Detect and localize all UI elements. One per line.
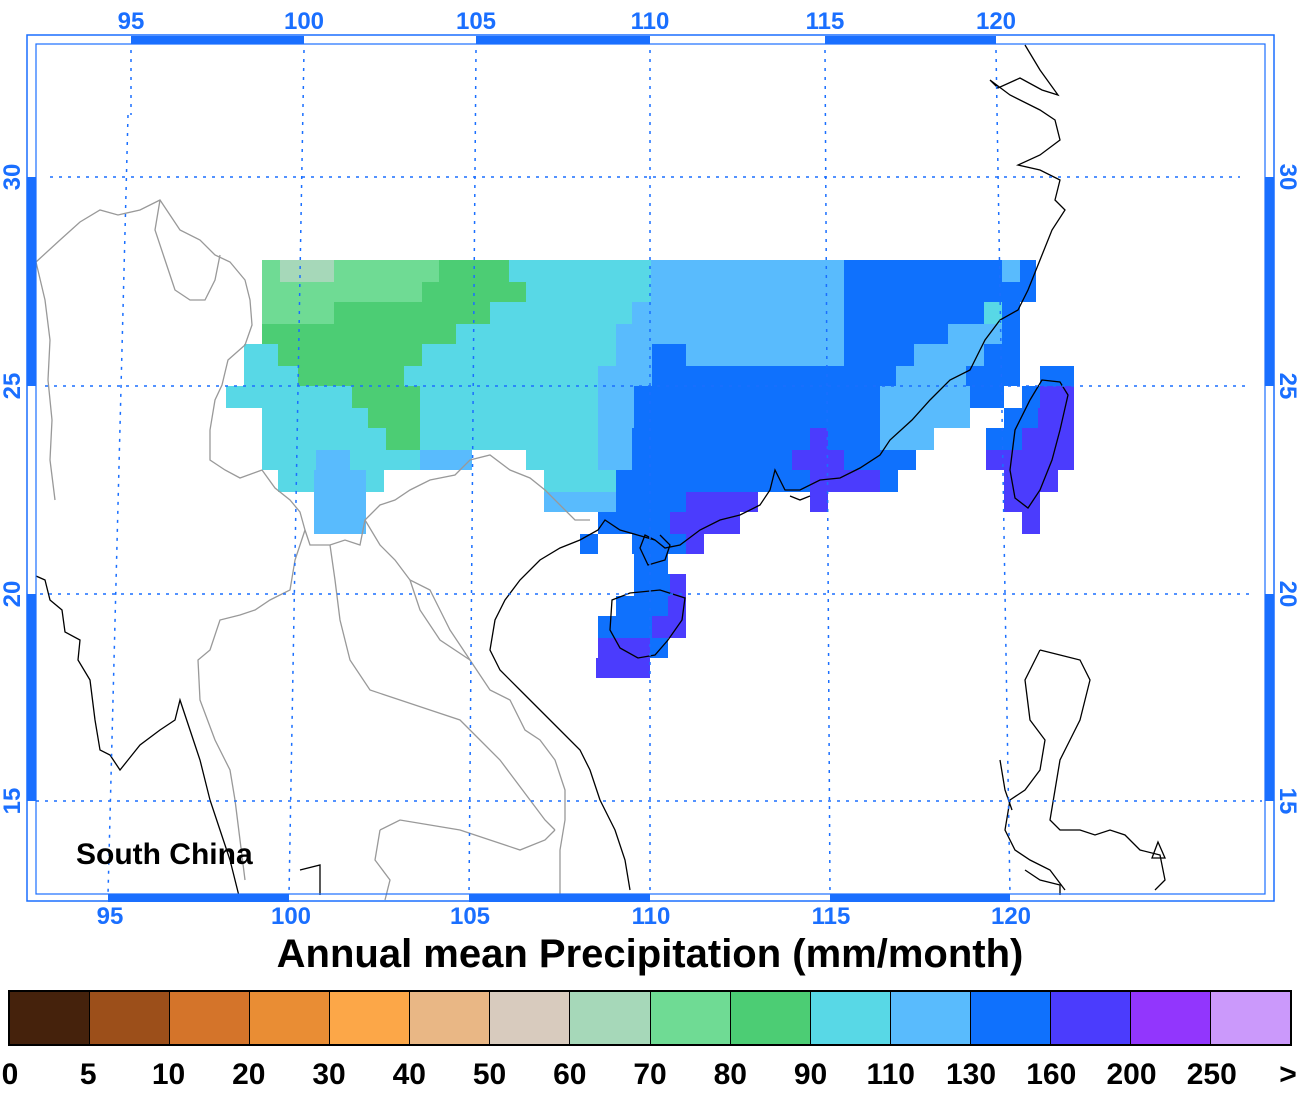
lon-tick-120-bottom: 120: [991, 903, 1031, 930]
lat-tick-20-right: 20: [1274, 581, 1300, 608]
lat-tick-15-left: 15: [0, 788, 26, 815]
colorbar-label: 0: [1, 1058, 19, 1091]
colorbar-swatch: [810, 992, 891, 1044]
colorbar-swatch: [1130, 992, 1211, 1044]
colorbar-label: 50: [472, 1058, 507, 1091]
map-frame: [26, 34, 1275, 902]
lon-tick-95-bottom: 95: [97, 903, 124, 930]
colorbar-swatch: [10, 992, 91, 1044]
colorbar-swatch: [1050, 992, 1131, 1044]
colorbar-label: 60: [553, 1058, 587, 1091]
colorbar-label: 110: [866, 1058, 915, 1091]
lon-tick-115-top: 115: [806, 8, 845, 35]
latitude-labels-right: 30 25 20 15: [1274, 164, 1300, 815]
colorbar-swatch: [330, 992, 411, 1044]
region-label: South China: [76, 838, 253, 871]
lon-tick-100-top: 100: [284, 8, 324, 35]
lon-tick-100-bottom: 100: [271, 903, 311, 930]
lon-tick-95-top: 95: [118, 8, 145, 35]
coastlines: [35, 44, 1166, 901]
colorbar-swatch: [410, 992, 491, 1044]
country-borders: [35, 199, 590, 901]
lat-tick-25-right: 25: [1274, 373, 1300, 400]
colorbar-label: 90: [793, 1058, 828, 1091]
lat-tick-25-left: 25: [0, 373, 26, 400]
colorbar-label: 70: [633, 1058, 667, 1091]
colorbar-swatch: [250, 992, 331, 1044]
lon-tick-105-bottom: 105: [450, 903, 490, 930]
colorbar-label: 80: [713, 1058, 747, 1091]
colorbar-swatch: [570, 992, 651, 1044]
graticule: [36, 49, 1262, 896]
latitude-labels-left: 30 25 20 15: [0, 164, 26, 815]
colorbar-swatch: [490, 992, 571, 1044]
colorbar-label: 10: [151, 1058, 186, 1091]
colorbar-label: 200: [1106, 1058, 1157, 1091]
colorbar-label: >: [1279, 1058, 1297, 1091]
colorbar-label: 250: [1186, 1058, 1237, 1091]
colorbar-swatch: [170, 992, 251, 1044]
precipitation-map: 95 100 105 110 115 120 95 100 105 110 11…: [0, 8, 1300, 930]
colorbar-swatch: [650, 992, 731, 1044]
colorbar-label: 5: [79, 1058, 97, 1091]
colorbar-swatch: [730, 992, 811, 1044]
precipitation-field: [226, 260, 1074, 678]
colorbar-label: 160: [1026, 1058, 1077, 1091]
lon-tick-105-top: 105: [456, 8, 496, 35]
colorbar: [8, 990, 1292, 1046]
colorbar-swatch: [90, 992, 171, 1044]
colorbar-label: 20: [232, 1058, 266, 1091]
longitude-labels-top: 95 100 105 110 115 120: [118, 8, 1016, 35]
colorbar-swatch: [970, 992, 1051, 1044]
colorbar-swatch: [1210, 992, 1290, 1044]
colorbar-label: 40: [392, 1058, 426, 1091]
longitude-labels-bottom: 95 100 105 110 115 120: [97, 903, 1031, 930]
map-title: Annual mean Precipitation (mm/month): [276, 932, 1024, 976]
colorbar-labels: 0 5 10 20 30 40 50 60 70 80 90 110 130 160 200 250 >: [0, 1058, 1300, 1094]
lon-tick-120-top: 120: [976, 8, 1016, 35]
lon-tick-110-bottom: 110: [632, 903, 671, 930]
lat-tick-15-right: 15: [1274, 788, 1300, 815]
lon-tick-115-bottom: 115: [812, 903, 851, 930]
colorbar-label: 30: [312, 1058, 346, 1091]
lat-tick-20-left: 20: [0, 581, 26, 608]
lat-tick-30-right: 30: [1274, 164, 1300, 191]
lat-tick-30-left: 30: [0, 164, 26, 191]
colorbar-swatch: [890, 992, 971, 1044]
lon-tick-110-top: 110: [631, 8, 670, 35]
colorbar-label: 130: [945, 1058, 997, 1091]
